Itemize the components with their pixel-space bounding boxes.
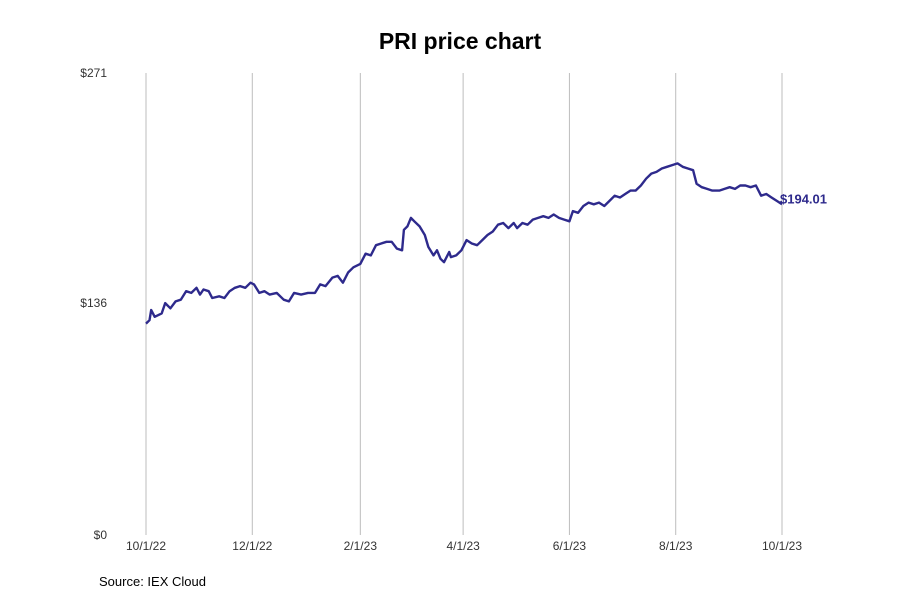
chart-title: PRI price chart	[378, 28, 542, 54]
x-tick-label: 10/1/23	[762, 539, 802, 553]
x-tick-label: 12/1/22	[232, 539, 272, 553]
x-tick-label: 8/1/23	[659, 539, 693, 553]
source-note: Source: IEX Cloud	[99, 574, 206, 589]
y-tick-label: $271	[80, 66, 107, 80]
y-tick-label: $136	[80, 296, 107, 310]
x-tick-label: 10/1/22	[126, 539, 166, 553]
x-tick-label: 6/1/23	[553, 539, 587, 553]
x-tick-label: 2/1/23	[344, 539, 378, 553]
y-tick-label: $0	[94, 528, 108, 542]
end-price-label: $194.01	[780, 191, 827, 206]
x-tick-label: 4/1/23	[446, 539, 480, 553]
price-line	[145, 162, 783, 325]
